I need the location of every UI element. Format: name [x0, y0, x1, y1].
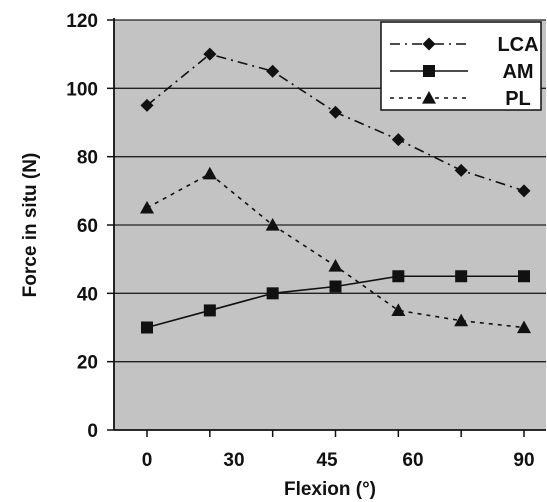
legend-label-am: AM [502, 61, 533, 83]
point-am [203, 304, 216, 317]
point-am [329, 280, 342, 293]
point-pl [454, 313, 469, 327]
point-am [266, 287, 279, 300]
x-tick-labels: 0 30 45 60 90 [142, 450, 535, 471]
x-tick-label: 90 [513, 450, 534, 471]
y-tick-label: 120 [66, 11, 98, 32]
point-pl [517, 320, 531, 334]
point-pl [265, 218, 280, 231]
point-lca [266, 64, 280, 78]
legend-marker-am [423, 65, 435, 77]
y-axis-title: Force in situ (N) [20, 153, 41, 298]
y-tick-label: 100 [66, 79, 98, 100]
point-pl [140, 200, 154, 214]
point-lca [454, 163, 468, 177]
legend-marker-pl [422, 91, 436, 104]
point-am [455, 270, 468, 283]
point-pl [328, 259, 343, 272]
x-tick-label: 0 [142, 450, 153, 471]
x-tick-label: 60 [402, 450, 423, 471]
point-pl [202, 166, 217, 180]
gridlines [114, 19, 546, 363]
legend-label-pl: PL [505, 88, 531, 110]
legend-label-lca: LCA [497, 34, 538, 56]
point-lca [329, 105, 342, 119]
y-tick-label: 0 [87, 421, 98, 442]
point-am [518, 270, 530, 283]
point-pl [391, 303, 406, 317]
x-tick-label: 45 [316, 450, 338, 471]
y-tick-label: 40 [77, 284, 98, 305]
series-group [140, 47, 531, 334]
y-tick-label: 20 [77, 353, 98, 374]
legend-box [380, 21, 542, 111]
point-am [141, 321, 153, 334]
point-lca [517, 184, 531, 198]
point-am [392, 270, 405, 283]
point-lca [140, 98, 154, 112]
y-tick-labels: 0 20 40 60 80 100 120 [66, 11, 98, 442]
point-lca [391, 133, 405, 147]
axes [107, 18, 546, 437]
y-tick-label: 80 [77, 148, 98, 169]
legend: LCA AM PL [380, 21, 542, 111]
x-axis-title: Flexion (°) [284, 479, 376, 500]
legend-marker-lca [422, 37, 436, 51]
y-tick-label: 60 [77, 216, 98, 237]
point-lca [203, 47, 217, 61]
x-tick-label: 30 [223, 450, 244, 471]
